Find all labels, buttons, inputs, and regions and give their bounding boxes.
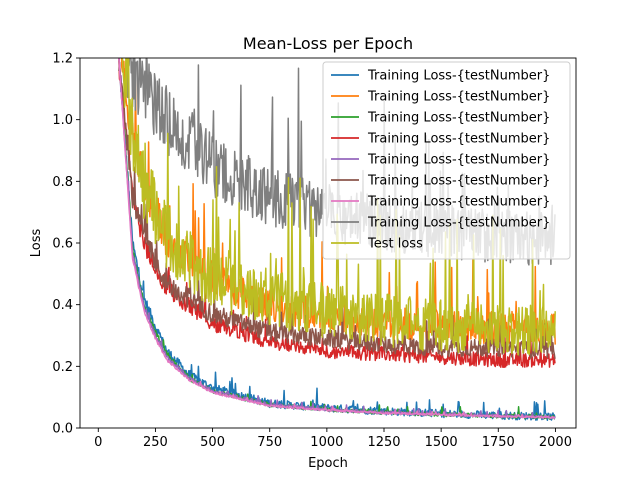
x-tick-label: 0 [94,435,102,450]
x-tick-label: 1000 [310,435,343,450]
x-tick-label: 1750 [482,435,515,450]
legend-label: Training Loss-{testNumber} [367,111,550,126]
y-axis-label: Loss [29,229,44,258]
y-tick-label: 0.0 [52,422,73,437]
legend-label: Training Loss-{testNumber} [367,69,550,84]
y-tick-label: 0.8 [52,175,73,190]
series-line [118,58,556,419]
legend-label: Training Loss-{testNumber} [367,90,550,105]
x-tick-label: 2000 [539,435,572,450]
x-tick-label: 500 [200,435,225,450]
legend-label: Training Loss-{testNumber} [367,174,550,189]
series-line [121,58,556,356]
x-tick-label: 1500 [425,435,458,450]
series-line [118,61,556,359]
legend-label: Test loss [367,237,423,252]
y-tick-label: 1.2 [52,52,73,67]
legend-label: Training Loss-{testNumber} [367,132,550,147]
legend: Training Loss-{testNumber} Training Loss-… [322,61,571,260]
legend-label: Training Loss-{testNumber} [367,195,550,210]
legend-label: Training Loss-{testNumber} [367,216,550,231]
x-axis-label: Epoch [308,456,348,471]
x-tick-label: 250 [143,435,168,450]
y-axis: 0.0 0.2 0.4 0.6 0.8 1.0 1.2 [52,52,80,437]
chart-title: Mean-Loss per Epoch [243,34,413,53]
legend-box [322,61,571,260]
y-tick-label: 0.6 [52,237,73,252]
y-tick-label: 0.2 [52,360,73,375]
x-axis: 0 250 500 750 1000 1250 1500 1750 2000 [94,428,572,450]
x-tick-label: 750 [257,435,282,450]
y-tick-label: 1.0 [52,113,73,128]
legend-label: Training Loss-{testNumber} [367,153,550,168]
x-tick-label: 1250 [367,435,400,450]
y-tick-label: 0.4 [52,298,73,313]
